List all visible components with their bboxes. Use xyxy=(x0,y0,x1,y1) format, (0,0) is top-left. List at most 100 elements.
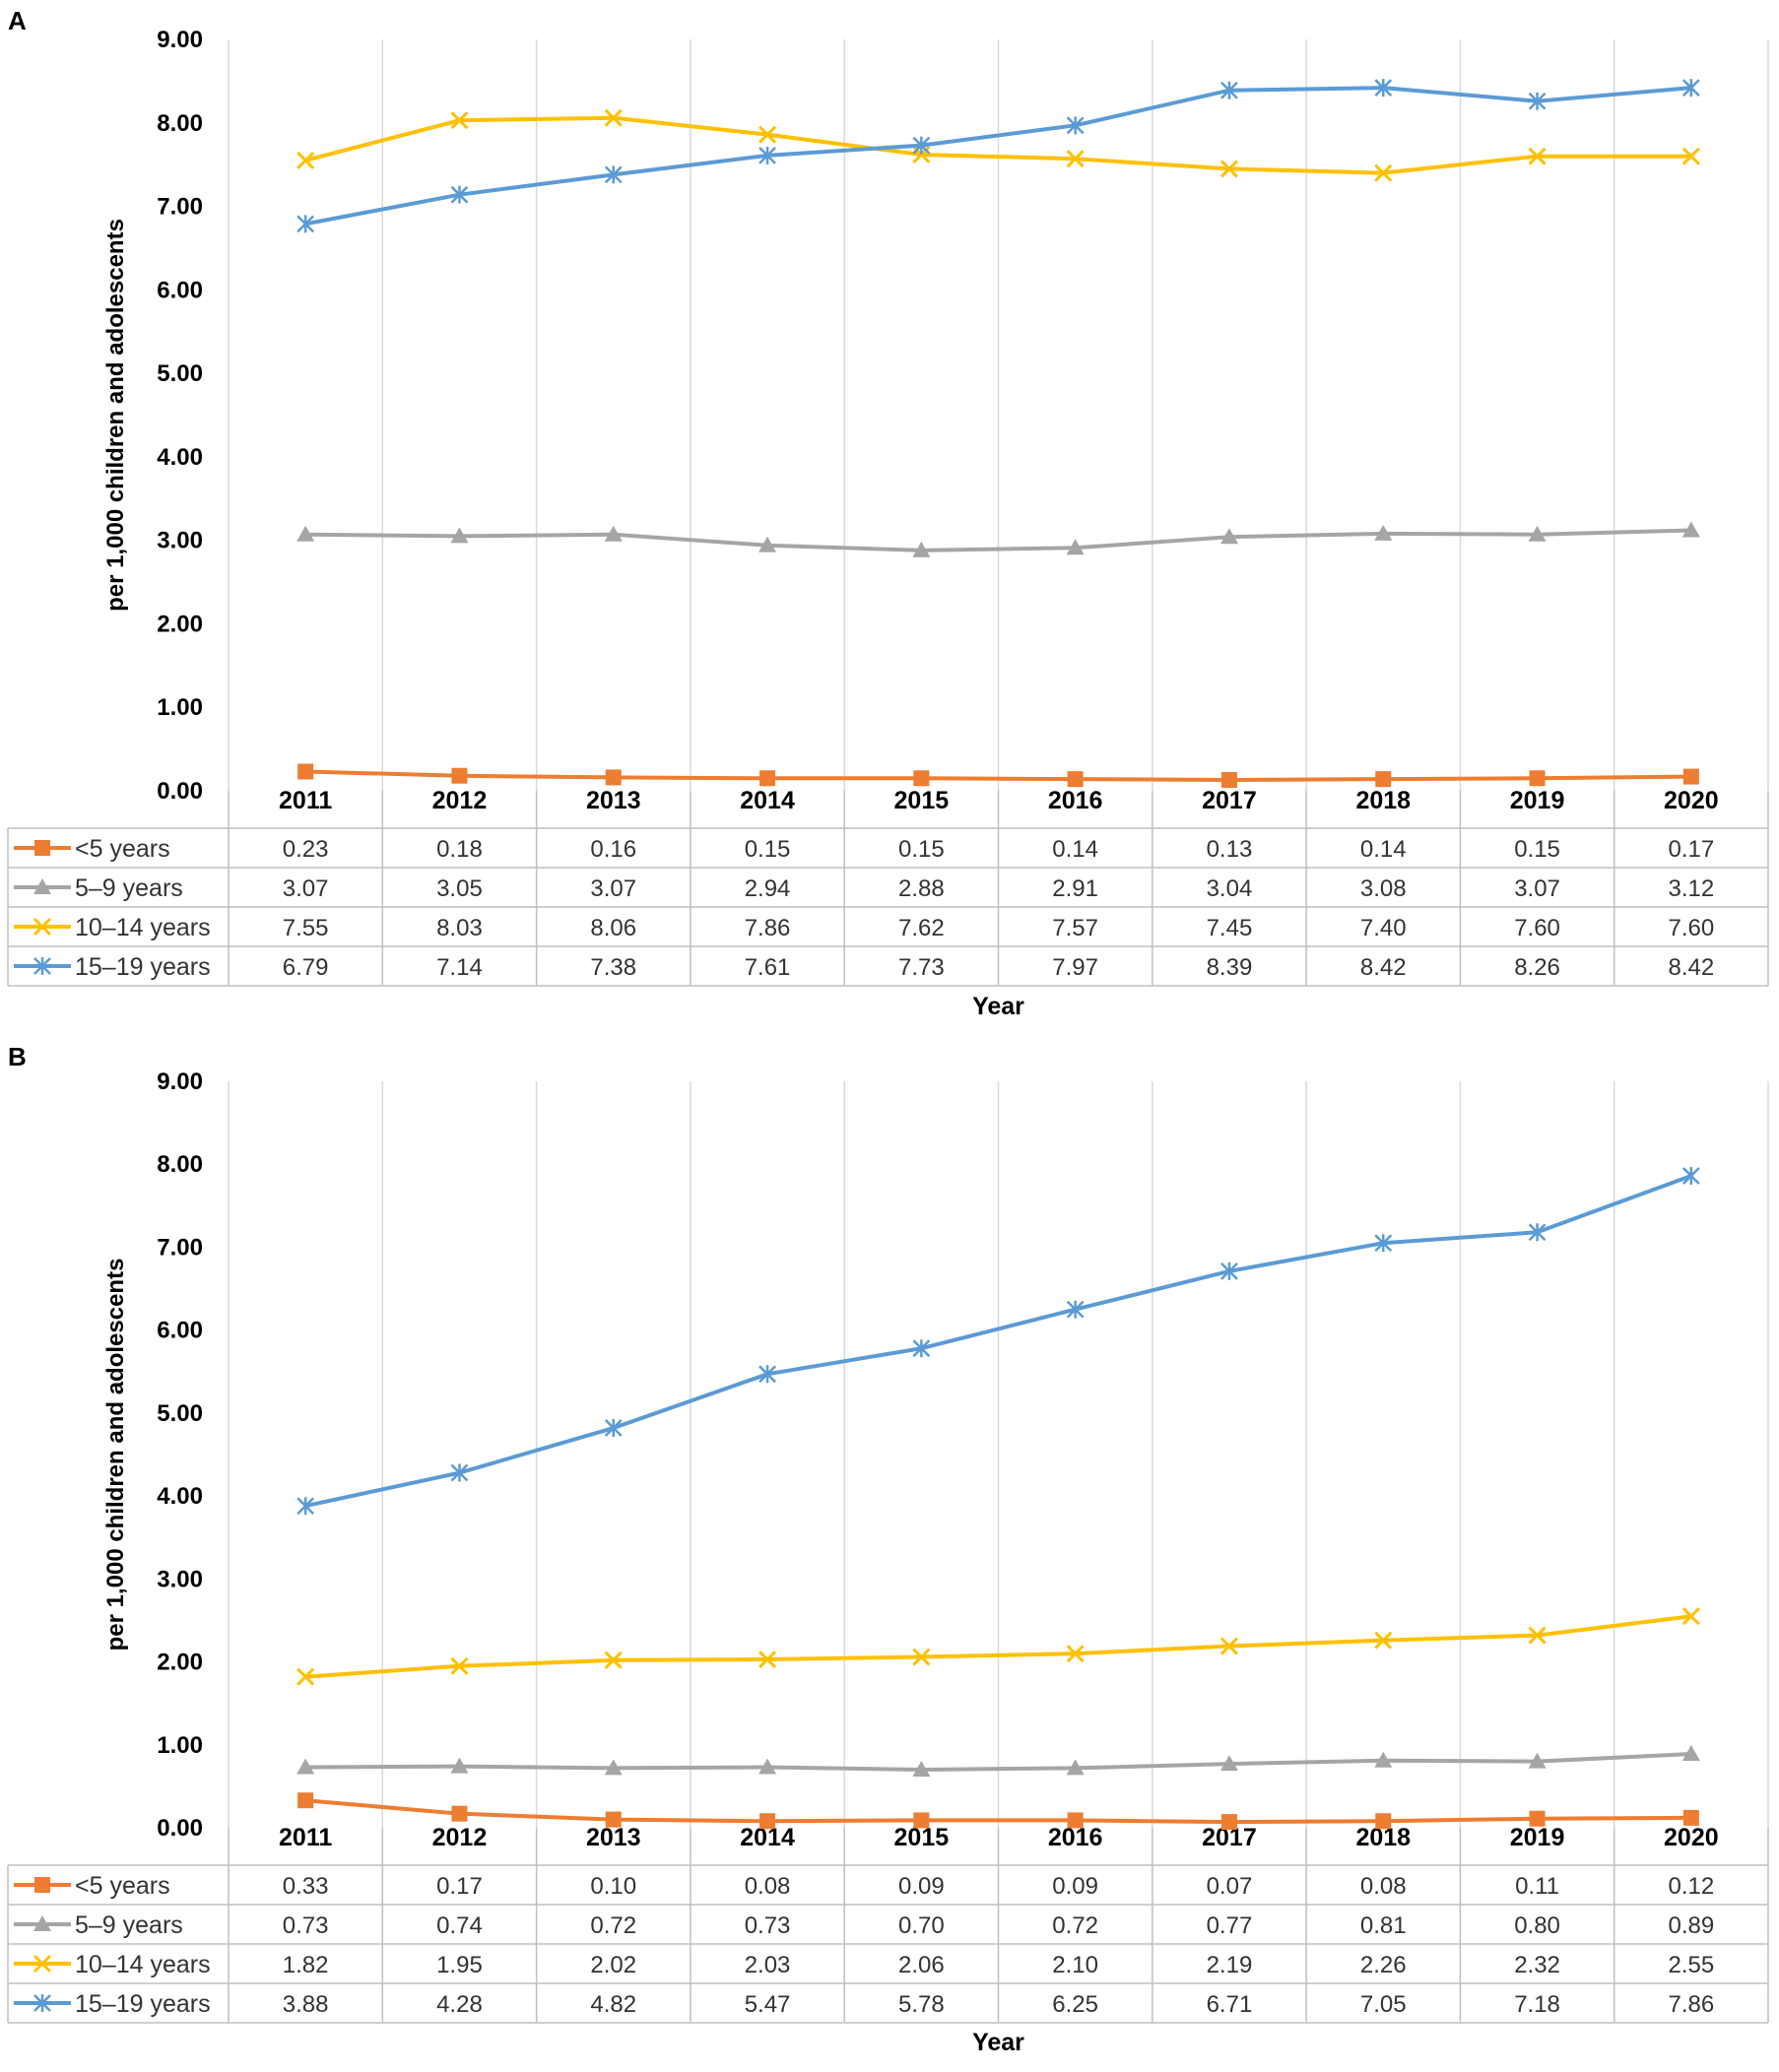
y-tick-label: 1.00 xyxy=(157,1732,203,1759)
table-cell: 0.11 xyxy=(1515,1873,1559,1900)
series-10to14-marker-3 xyxy=(758,1650,777,1669)
series-15to19-legend-marker-0 xyxy=(33,957,51,975)
table-cell: 7.97 xyxy=(1052,954,1098,981)
table-cell: 0.14 xyxy=(1360,836,1407,863)
y-tick-label: 7.00 xyxy=(157,1234,203,1261)
series-lt5-legend-key xyxy=(14,840,71,856)
series-lt5-marker-0 xyxy=(297,763,314,780)
series-10to14-marker-8 xyxy=(1528,1626,1547,1645)
table-cell: 0.13 xyxy=(1207,836,1253,863)
table-cell: 7.55 xyxy=(283,915,329,941)
table-cell: 0.74 xyxy=(436,1912,483,1939)
series-lt5-marker-5 xyxy=(1067,771,1084,788)
x-tick-label: 2015 xyxy=(894,1824,950,1851)
series-5to9-legend-key xyxy=(14,1915,71,1931)
table-cell: 2.55 xyxy=(1668,1952,1714,1978)
series-5to9 xyxy=(296,521,1700,557)
series-5to9-legend-key xyxy=(14,878,71,894)
table-cell: 7.57 xyxy=(1052,915,1098,941)
table-cell: 2.19 xyxy=(1207,1952,1253,1978)
series-10to14-marker-5 xyxy=(1066,1645,1085,1663)
table-cell: 3.08 xyxy=(1360,875,1407,902)
y-tick-label: 9.00 xyxy=(157,27,203,53)
series-15to19-marker-8 xyxy=(1528,92,1547,110)
y-tick-label: 7.00 xyxy=(157,194,203,221)
table-cell: 4.82 xyxy=(590,1991,636,2018)
series-lt5-legend-marker-0 xyxy=(34,1877,50,1893)
table-cell: 3.12 xyxy=(1668,875,1714,902)
series-lt5-marker-2 xyxy=(605,1811,622,1828)
x-tick-label: 2013 xyxy=(586,1824,641,1851)
x-axis-label: Year xyxy=(972,993,1024,1020)
series-lt5-legend-key xyxy=(14,1877,71,1893)
series-5to9-legend-label: 5–9 years xyxy=(75,1911,183,1939)
y-tick-label: 6.00 xyxy=(157,1318,203,1344)
series-15to19-marker-5 xyxy=(1066,116,1085,135)
table-cell: 0.89 xyxy=(1668,1912,1714,1939)
table-cell: 0.09 xyxy=(1052,1873,1098,1900)
series-10to14-marker-2 xyxy=(604,108,623,127)
series-10to14-line xyxy=(305,1614,1692,1679)
series-lt5-marker-9 xyxy=(1682,768,1699,785)
panel-letter: A xyxy=(8,6,27,35)
series-10to14-marker-7 xyxy=(1374,163,1393,182)
series-15to19-marker-0 xyxy=(296,215,315,233)
series-5to9-legend-label: 5–9 years xyxy=(75,874,183,902)
series-15to19-line xyxy=(304,86,1692,227)
series-10to14-legend-label: 10–14 years xyxy=(75,1951,211,1978)
x-tick-label: 2017 xyxy=(1202,787,1257,814)
series-10to14-marker-5 xyxy=(1066,150,1085,168)
series-15to19-legend-label: 15–19 years xyxy=(75,953,211,981)
table-cell: 0.17 xyxy=(436,1873,483,1900)
y-tick-label: 9.00 xyxy=(157,1068,203,1095)
table-cell: 8.26 xyxy=(1514,954,1560,981)
series-5to9-line xyxy=(305,528,1691,552)
series-lt5-marker-8 xyxy=(1529,1810,1546,1827)
y-tick-label: 5.00 xyxy=(157,360,203,387)
table-cell: 0.33 xyxy=(283,1873,329,1900)
y-tick-label: 3.00 xyxy=(157,528,203,554)
series-lt5-marker-6 xyxy=(1220,771,1237,788)
table-cell: 2.94 xyxy=(745,875,791,902)
table-cell: 0.23 xyxy=(283,836,329,863)
series-5to9-marker-3 xyxy=(758,536,777,552)
series-5to9-marker-7 xyxy=(1374,524,1393,541)
table-cell: 2.26 xyxy=(1360,1952,1407,1978)
series-lt5-marker-1 xyxy=(451,767,468,784)
y-tick-label: 8.00 xyxy=(157,1151,203,1178)
series-lt5-marker-6 xyxy=(1220,1814,1237,1831)
table-cell: 0.12 xyxy=(1668,1873,1714,1900)
table-cell: 0.72 xyxy=(590,1912,636,1939)
table-cell: 3.04 xyxy=(1207,875,1253,902)
y-axis-label: per 1,000 children and adolescents xyxy=(102,219,129,612)
series-lt5-marker-8 xyxy=(1529,770,1546,787)
series-lt5-line xyxy=(305,769,1691,782)
x-tick-label: 2011 xyxy=(279,1824,332,1851)
table-cell: 7.18 xyxy=(1514,1991,1560,2018)
table-cell: 5.47 xyxy=(745,1991,791,2018)
table-cell: 8.03 xyxy=(436,915,483,941)
series-5to9-line xyxy=(305,1752,1691,1773)
series-5to9-marker-0 xyxy=(296,1758,315,1775)
table-cell: 7.86 xyxy=(1668,1991,1714,2018)
y-tick-label: 4.00 xyxy=(157,1483,203,1510)
table-cell: 4.28 xyxy=(436,1991,483,2018)
series-15to19-marker-1 xyxy=(450,185,469,204)
y-tick-label: 3.00 xyxy=(157,1566,203,1592)
x-tick-label: 2016 xyxy=(1048,1824,1103,1851)
x-tick-label: 2019 xyxy=(1510,1824,1565,1851)
table-cell: 6.71 xyxy=(1207,1991,1253,2018)
series-lt5-marker-7 xyxy=(1375,771,1392,788)
series-lt5 xyxy=(297,1792,1699,1831)
table-cell: 7.86 xyxy=(745,915,791,941)
series-5to9-marker-6 xyxy=(1219,1755,1238,1772)
series-10to14-legend-marker-0 xyxy=(33,1954,52,1974)
series-10to14-marker-0 xyxy=(296,151,315,169)
series-lt5-legend-label: <5 years xyxy=(75,1872,170,1900)
table-cell: 7.14 xyxy=(436,954,483,981)
x-tick-label: 2020 xyxy=(1664,787,1719,814)
table-cell: 2.10 xyxy=(1052,1952,1098,1978)
y-tick-label: 1.00 xyxy=(157,694,203,721)
series-5to9-marker-8 xyxy=(1528,1752,1547,1769)
